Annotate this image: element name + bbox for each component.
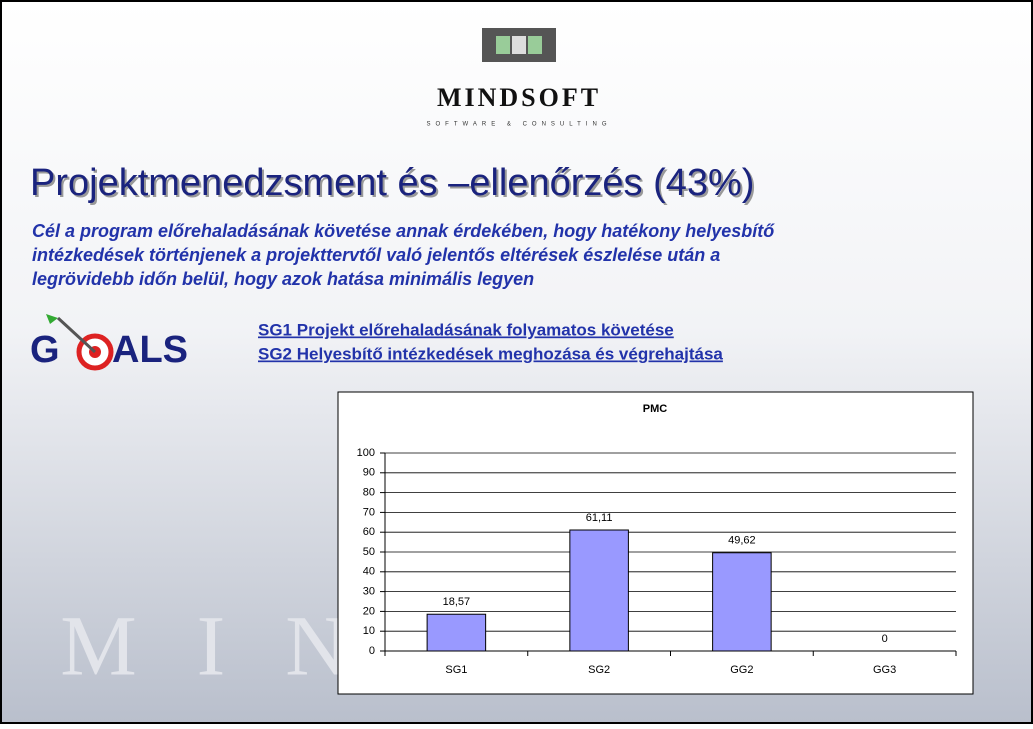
value-label: 61,11 xyxy=(586,512,613,524)
bar xyxy=(712,552,772,652)
x-tick-label: GG2 xyxy=(730,664,753,676)
description-line: Cél a program előrehaladásának követése … xyxy=(32,221,775,241)
y-tick-label: 80 xyxy=(363,487,375,499)
logo-tagline: SOFTWARE & CONSULTING xyxy=(426,122,611,128)
description-line: intézkedések történjenek a projekttervtő… xyxy=(32,245,720,265)
y-tick-label: 40 xyxy=(363,566,375,578)
goals-logo: G ALS xyxy=(30,314,188,371)
logo-icon xyxy=(482,28,556,62)
y-tick-label: 90 xyxy=(363,467,375,479)
y-tick-label: 50 xyxy=(363,546,375,558)
y-tick-label: 30 xyxy=(363,586,375,598)
y-tick-label: 0 xyxy=(369,645,375,657)
value-label: 18,57 xyxy=(443,596,471,608)
goals-left: G xyxy=(30,329,60,371)
chart-title: PMC xyxy=(643,403,668,415)
x-tick-label: SG2 xyxy=(588,664,610,676)
title: Projektmenedzsment és –ellenőrzés (43%) xyxy=(30,162,754,204)
goals-right: ALS xyxy=(112,329,188,371)
y-tick-label: 100 xyxy=(357,447,375,459)
x-tick-label: SG1 xyxy=(445,664,467,676)
description: Cél a program előrehaladásának követése … xyxy=(32,221,775,289)
x-tick-label: GG3 xyxy=(873,664,896,676)
logo-name: MINDSOFT xyxy=(437,83,601,112)
y-tick-label: 10 xyxy=(363,625,375,637)
value-label: 49,62 xyxy=(728,535,756,547)
goal-link[interactable]: SG2 Helyesbítő intézkedések meghozása és… xyxy=(258,344,723,363)
y-tick-label: 70 xyxy=(363,506,375,518)
description-line: legrövidebb időn belül, hogy azok hatása… xyxy=(32,269,534,289)
goal-link[interactable]: SG1 Projekt előrehaladásának folyamatos … xyxy=(258,320,674,339)
y-tick-label: 60 xyxy=(363,526,375,538)
bar xyxy=(569,529,629,652)
y-tick-label: 20 xyxy=(363,605,375,617)
bar xyxy=(426,613,487,652)
value-label: 0 xyxy=(882,633,888,645)
title-shadow: Projektmenedzsment és –ellenőrzés (43%) xyxy=(32,164,756,206)
